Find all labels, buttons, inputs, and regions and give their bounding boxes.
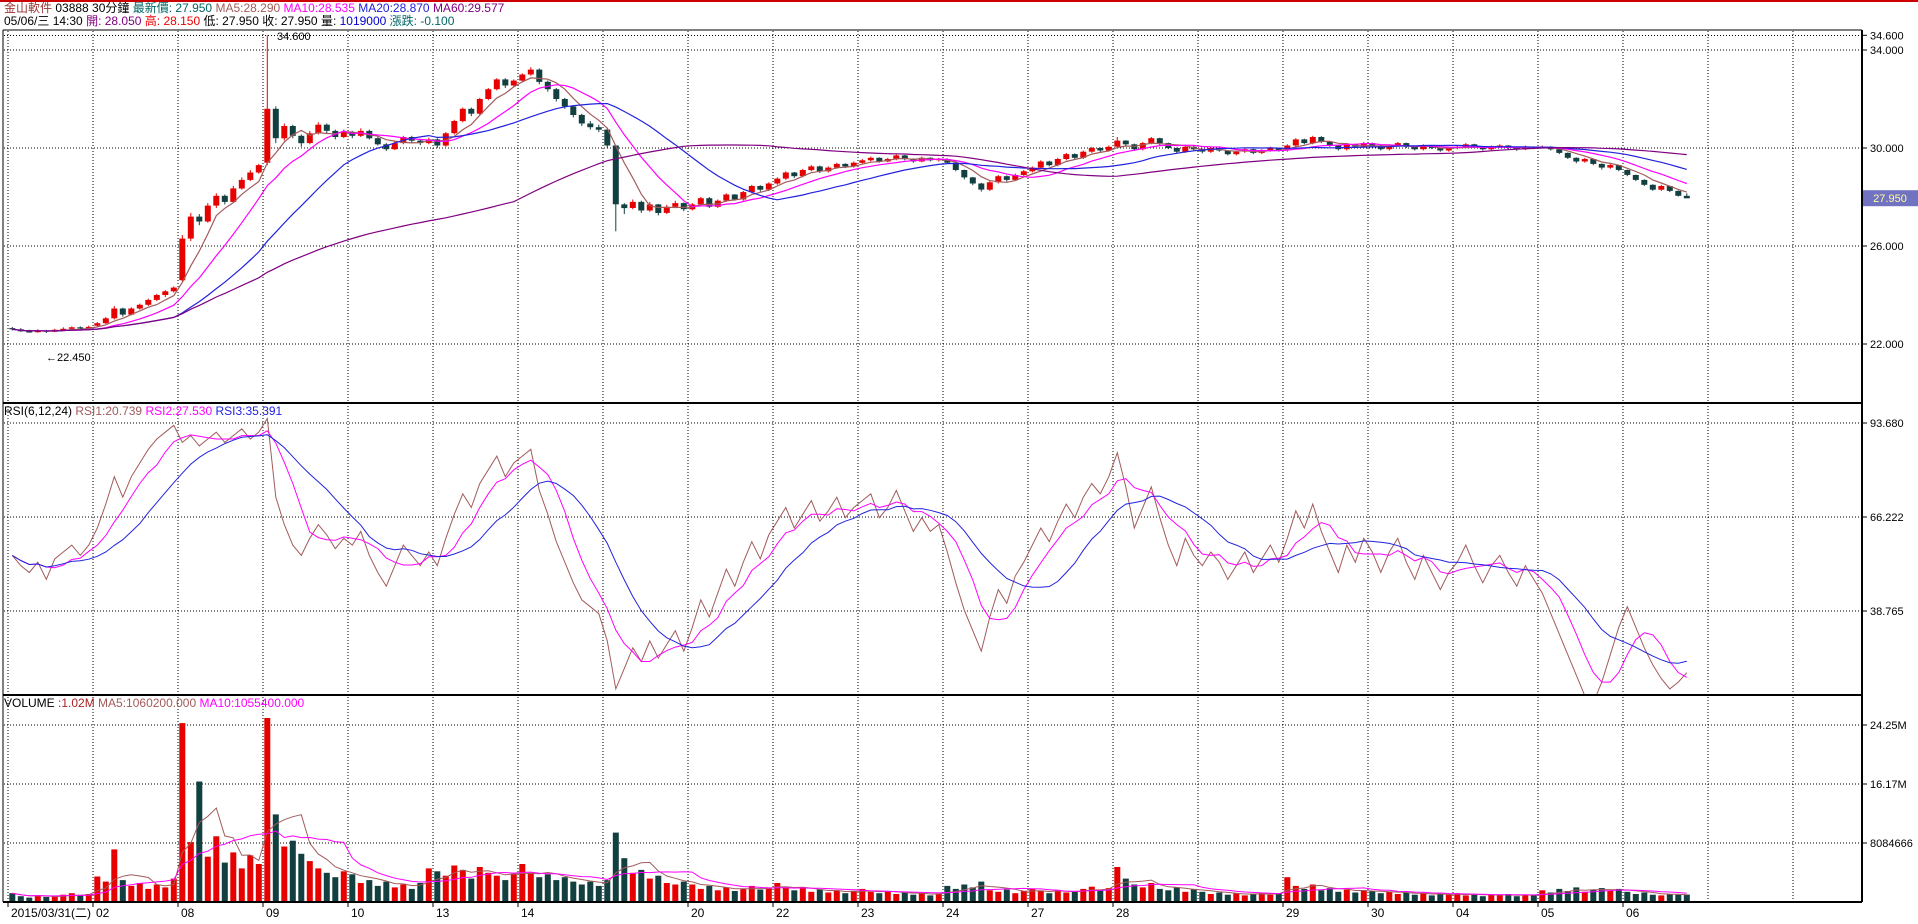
svg-text:38.765: 38.765	[1870, 606, 1904, 618]
svg-text:2015/03/31(二): 2015/03/31(二)	[11, 906, 91, 920]
svg-text:10: 10	[351, 906, 365, 920]
price-ma20-line	[12, 102, 1687, 332]
svg-text:02: 02	[96, 906, 110, 920]
svg-text:30: 30	[1371, 906, 1385, 920]
top-border-line	[0, 0, 1918, 2]
svg-text:28: 28	[1116, 906, 1130, 920]
svg-text:05: 05	[1541, 906, 1555, 920]
svg-text:27: 27	[1031, 906, 1045, 920]
svg-text:34.000: 34.000	[1870, 45, 1904, 57]
svg-text:24: 24	[946, 906, 960, 920]
svg-text:26.000: 26.000	[1870, 241, 1904, 253]
rsi3-line	[12, 434, 1687, 664]
rsi1-line	[11, 417, 1688, 694]
svg-text:06: 06	[1626, 906, 1640, 920]
svg-text:08: 08	[181, 906, 195, 920]
svg-text:14: 14	[521, 906, 535, 920]
svg-text:24.25M: 24.25M	[1870, 720, 1907, 732]
svg-text:09: 09	[266, 906, 280, 920]
rsi2-line	[12, 430, 1688, 683]
x-axis-labels: 2015/03/31(二) 02 08 09 10 13 14 20 22 23 24 27 28 29 3…	[7, 903, 1640, 920]
svg-text:20: 20	[691, 906, 705, 920]
right-axis: 34.600 34.000 30.000 26.000 22.000 93.680 66.2…	[1862, 30, 1913, 850]
svg-text:27.950: 27.950	[1873, 193, 1907, 205]
svg-text:22.000: 22.000	[1870, 339, 1904, 351]
svg-text:29: 29	[1286, 906, 1300, 920]
last-price-badge: 27.950	[1863, 190, 1918, 207]
volume-ma5-line	[12, 807, 1687, 898]
svg-text:04: 04	[1456, 906, 1470, 920]
svg-text:34.600: 34.600	[1870, 30, 1904, 42]
volume-panel[interactable]	[9, 718, 1690, 901]
svg-text:22: 22	[776, 906, 790, 920]
svg-text:13: 13	[436, 906, 450, 920]
volume-ma10-line	[12, 830, 1687, 897]
svg-text:16.17M: 16.17M	[1870, 779, 1907, 791]
svg-text:23: 23	[861, 906, 875, 920]
panel-borders	[2, 29, 1863, 903]
svg-text:8084666: 8084666	[1870, 838, 1913, 850]
svg-text:66.222: 66.222	[1870, 512, 1904, 524]
svg-text:93.680: 93.680	[1870, 418, 1904, 430]
svg-text:30.000: 30.000	[1870, 143, 1904, 155]
price-ma60-line	[12, 144, 1687, 332]
